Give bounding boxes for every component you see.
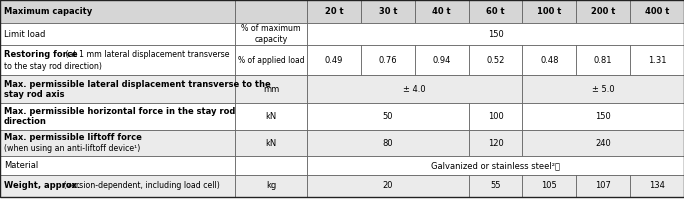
Bar xyxy=(415,0,469,23)
Text: 0.52: 0.52 xyxy=(486,55,505,64)
Text: 400 t: 400 t xyxy=(645,7,669,16)
Text: Max. permissible liftoff force: Max. permissible liftoff force xyxy=(4,133,142,142)
Bar xyxy=(361,0,415,23)
Text: 240: 240 xyxy=(595,138,611,147)
Text: % of applied load: % of applied load xyxy=(237,55,304,64)
Text: to the stay rod direction): to the stay rod direction) xyxy=(4,61,102,70)
Bar xyxy=(469,103,523,130)
Text: 134: 134 xyxy=(649,181,665,190)
Text: 40 t: 40 t xyxy=(432,7,451,16)
Text: 0.49: 0.49 xyxy=(325,55,343,64)
Bar xyxy=(523,45,577,75)
Text: (at 1 mm lateral displacement transverse: (at 1 mm lateral displacement transverse xyxy=(63,51,230,59)
Bar xyxy=(0,103,235,130)
Text: 107: 107 xyxy=(595,181,611,190)
Text: 0.48: 0.48 xyxy=(540,55,559,64)
Text: Max. permissible horizontal force in the stay rod: Max. permissible horizontal force in the… xyxy=(4,107,235,116)
Bar xyxy=(469,175,523,197)
Text: (when using an anti-liftoff device¹): (when using an anti-liftoff device¹) xyxy=(4,144,140,153)
Bar xyxy=(307,175,469,197)
Text: ± 5.0: ± 5.0 xyxy=(592,85,614,94)
Text: 1.31: 1.31 xyxy=(648,55,666,64)
Bar xyxy=(307,103,469,130)
Bar xyxy=(0,23,235,45)
Text: 50: 50 xyxy=(382,112,393,121)
Bar xyxy=(307,0,361,23)
Text: 150: 150 xyxy=(488,30,503,39)
Bar xyxy=(469,130,523,156)
Bar xyxy=(577,0,630,23)
Text: Max. permissible lateral displacement transverse to the: Max. permissible lateral displacement tr… xyxy=(4,80,271,89)
Text: 0.81: 0.81 xyxy=(594,55,612,64)
Bar xyxy=(307,130,469,156)
Bar xyxy=(235,130,307,156)
Text: 200 t: 200 t xyxy=(591,7,616,16)
Bar xyxy=(0,130,235,156)
Text: Restoring force: Restoring force xyxy=(4,51,77,59)
Text: kN: kN xyxy=(265,138,276,147)
Bar xyxy=(235,45,307,75)
Text: 30 t: 30 t xyxy=(378,7,397,16)
Text: 80: 80 xyxy=(382,138,393,147)
Bar xyxy=(235,103,307,130)
Bar xyxy=(630,0,684,23)
Text: 55: 55 xyxy=(490,181,501,190)
Text: 0.76: 0.76 xyxy=(378,55,397,64)
Text: 20 t: 20 t xyxy=(325,7,343,16)
Bar xyxy=(630,45,684,75)
Text: 105: 105 xyxy=(542,181,557,190)
Text: Galvanized or stainless steel²⧉: Galvanized or stainless steel²⧉ xyxy=(431,161,560,170)
Text: Maximum capacity: Maximum capacity xyxy=(4,7,92,16)
Bar xyxy=(0,175,235,197)
Text: direction: direction xyxy=(4,117,47,126)
Bar xyxy=(469,0,523,23)
Text: mm: mm xyxy=(263,85,279,94)
Bar xyxy=(0,45,235,75)
Text: 150: 150 xyxy=(595,112,611,121)
Bar xyxy=(307,45,361,75)
Text: 20: 20 xyxy=(382,181,393,190)
Bar xyxy=(523,103,684,130)
Text: Limit load: Limit load xyxy=(4,30,45,39)
Bar xyxy=(523,175,577,197)
Text: stay rod axis: stay rod axis xyxy=(4,90,64,99)
Text: kg: kg xyxy=(266,181,276,190)
Text: 100: 100 xyxy=(488,112,503,121)
Text: kN: kN xyxy=(265,112,276,121)
Bar xyxy=(361,45,415,75)
Text: Material: Material xyxy=(4,161,38,170)
Bar xyxy=(577,45,630,75)
Bar xyxy=(307,23,684,45)
Text: 120: 120 xyxy=(488,138,503,147)
Bar xyxy=(415,45,469,75)
Text: 60 t: 60 t xyxy=(486,7,505,16)
Bar xyxy=(0,0,235,23)
Bar xyxy=(523,130,684,156)
Text: (version-dependent, including load cell): (version-dependent, including load cell) xyxy=(61,181,220,190)
Bar xyxy=(523,0,577,23)
Bar xyxy=(630,175,684,197)
Bar xyxy=(0,75,235,103)
Bar xyxy=(235,156,307,175)
Bar xyxy=(523,75,684,103)
Bar xyxy=(307,75,523,103)
Text: 100 t: 100 t xyxy=(537,7,562,16)
Text: ± 4.0: ± 4.0 xyxy=(404,85,426,94)
Bar xyxy=(235,23,307,45)
Bar xyxy=(235,175,307,197)
Text: 0.94: 0.94 xyxy=(432,55,451,64)
Bar xyxy=(307,156,684,175)
Bar xyxy=(235,75,307,103)
Bar xyxy=(577,175,630,197)
Bar xyxy=(469,45,523,75)
Bar xyxy=(235,0,307,23)
Text: Weight, approx.: Weight, approx. xyxy=(4,181,80,190)
Text: % of maximum
capacity: % of maximum capacity xyxy=(241,24,301,44)
Bar xyxy=(0,156,235,175)
